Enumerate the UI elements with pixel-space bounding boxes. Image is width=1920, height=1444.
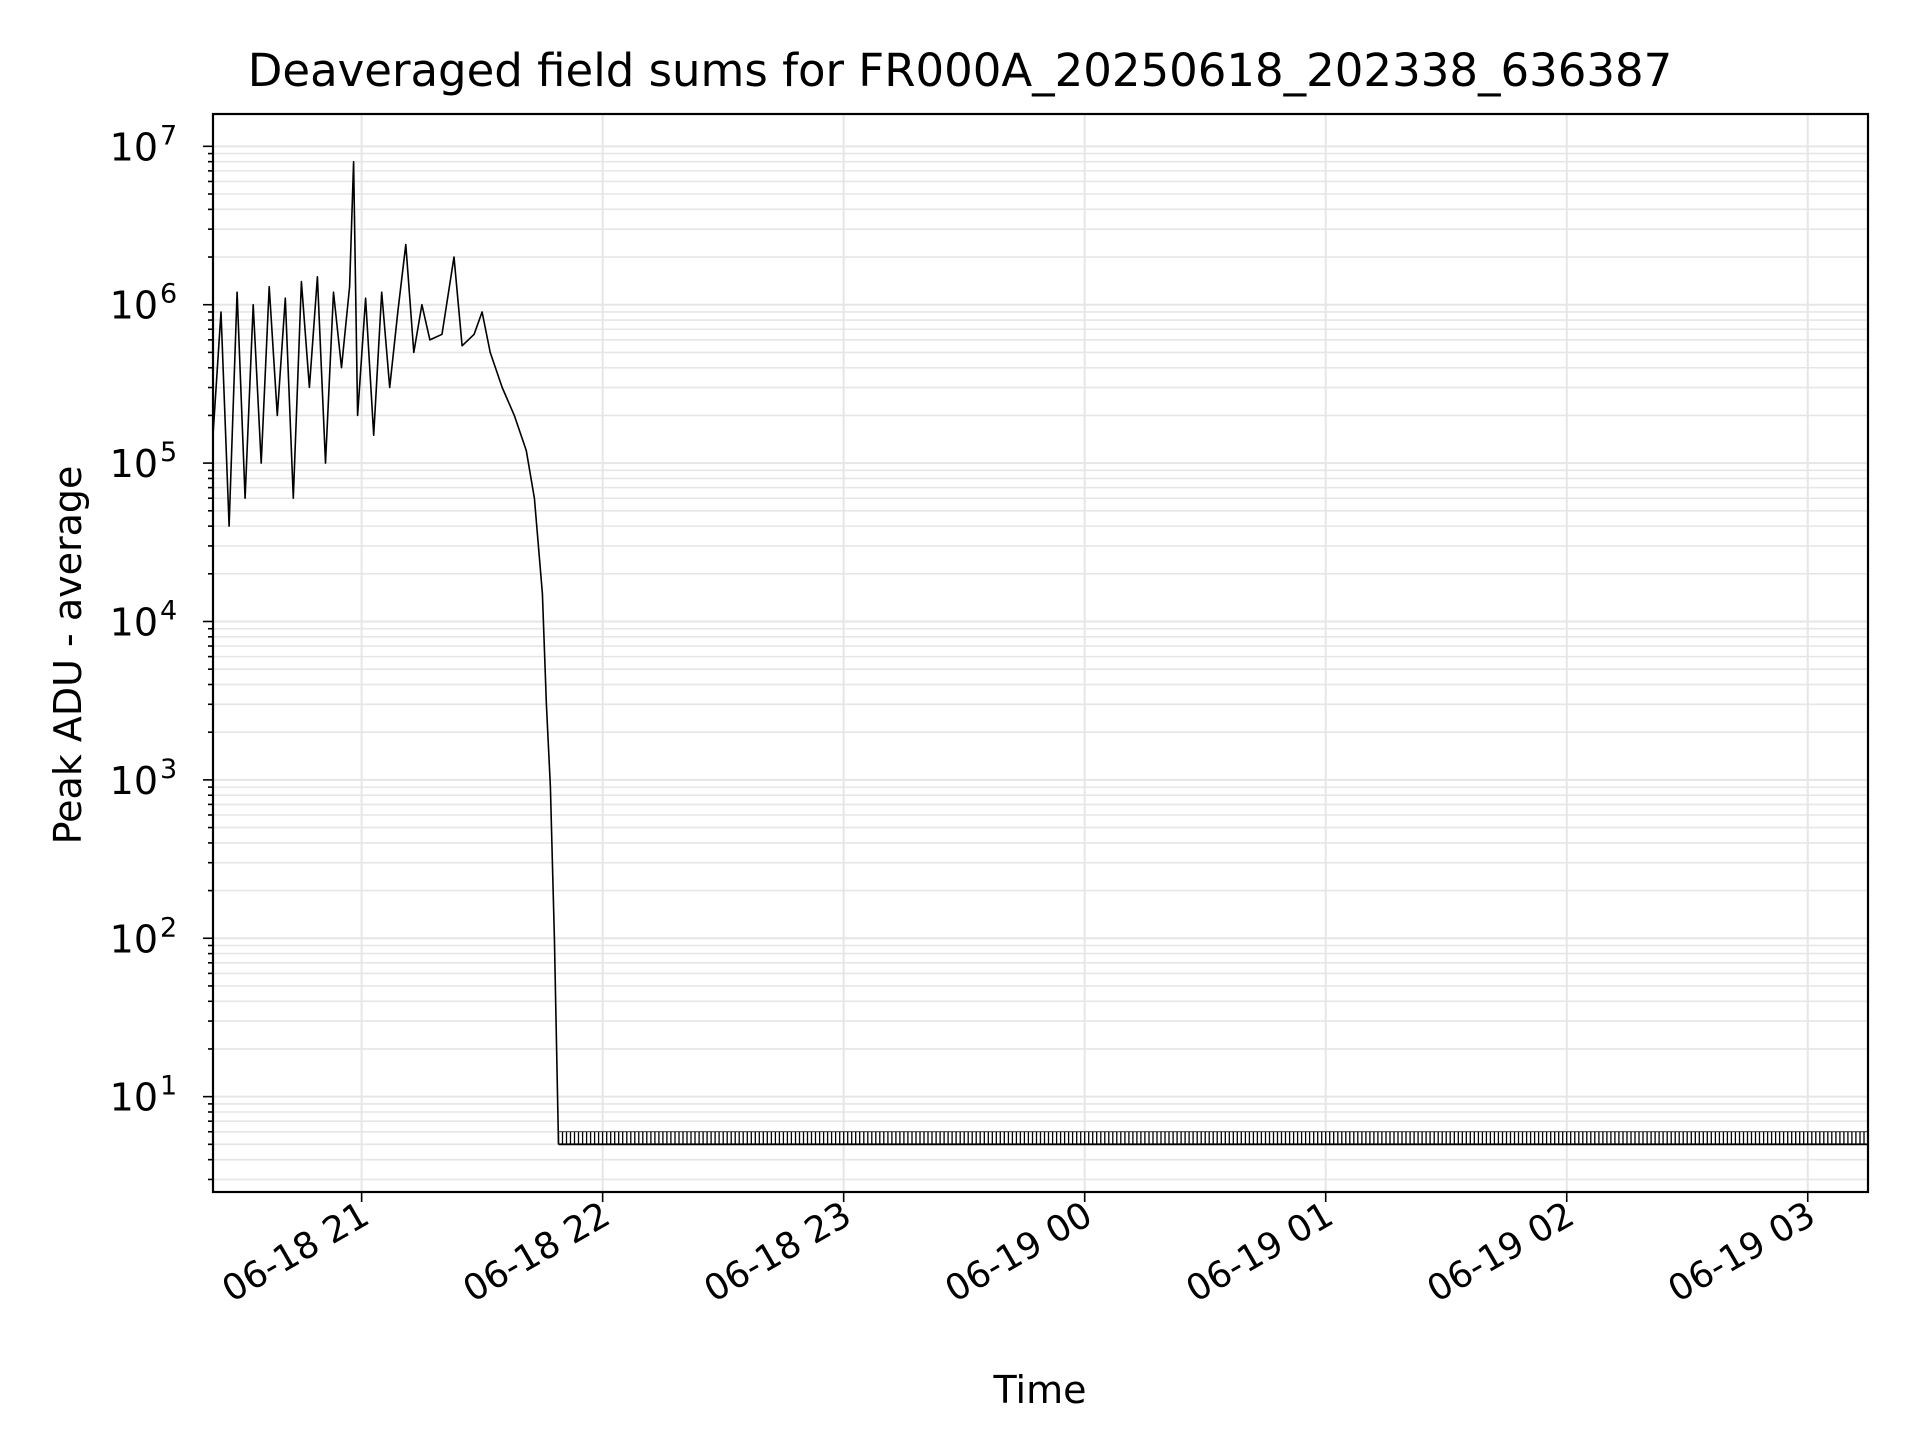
y-axis-label: Peak ADU - average <box>46 465 90 845</box>
y-tick-exponent: 5 <box>160 437 177 468</box>
y-tick-exponent: 2 <box>160 912 177 943</box>
x-tick-label: 06-19 03 <box>1662 1194 1823 1310</box>
y-tick-label: 10 <box>110 284 158 328</box>
data-layer <box>212 160 1869 1146</box>
x-tick-label: 06-18 23 <box>697 1194 858 1310</box>
y-tick-exponent: 4 <box>160 595 177 626</box>
axes-frame <box>211 112 1870 1194</box>
x-tick-label: 06-18 22 <box>456 1194 617 1310</box>
x-axis-label: Time <box>993 1368 1087 1412</box>
y-tick-exponent: 7 <box>160 120 177 151</box>
y-tick-label: 10 <box>110 442 158 486</box>
y-tick-exponent: 1 <box>160 1071 177 1102</box>
x-tick-label: 06-18 21 <box>215 1194 376 1310</box>
x-tick-label: 06-19 02 <box>1421 1194 1582 1310</box>
series-line <box>212 160 560 1145</box>
y-tick-label: 10 <box>110 759 158 803</box>
y-tick-exponent: 6 <box>160 279 177 310</box>
x-tick-label: 06-19 00 <box>939 1194 1100 1310</box>
y-tick-label: 10 <box>110 600 158 644</box>
x-tick-label: 06-19 01 <box>1180 1194 1341 1310</box>
y-tick-exponent: 3 <box>160 754 177 785</box>
y-tick-label: 10 <box>110 125 158 169</box>
chart-title: Deaveraged field sums for FR000A_2025061… <box>247 44 1673 97</box>
y-tick-label: 10 <box>110 1076 158 1120</box>
baseline-spikes <box>557 1131 1869 1145</box>
grid <box>213 114 1868 1192</box>
y-tick-label: 10 <box>110 917 158 961</box>
